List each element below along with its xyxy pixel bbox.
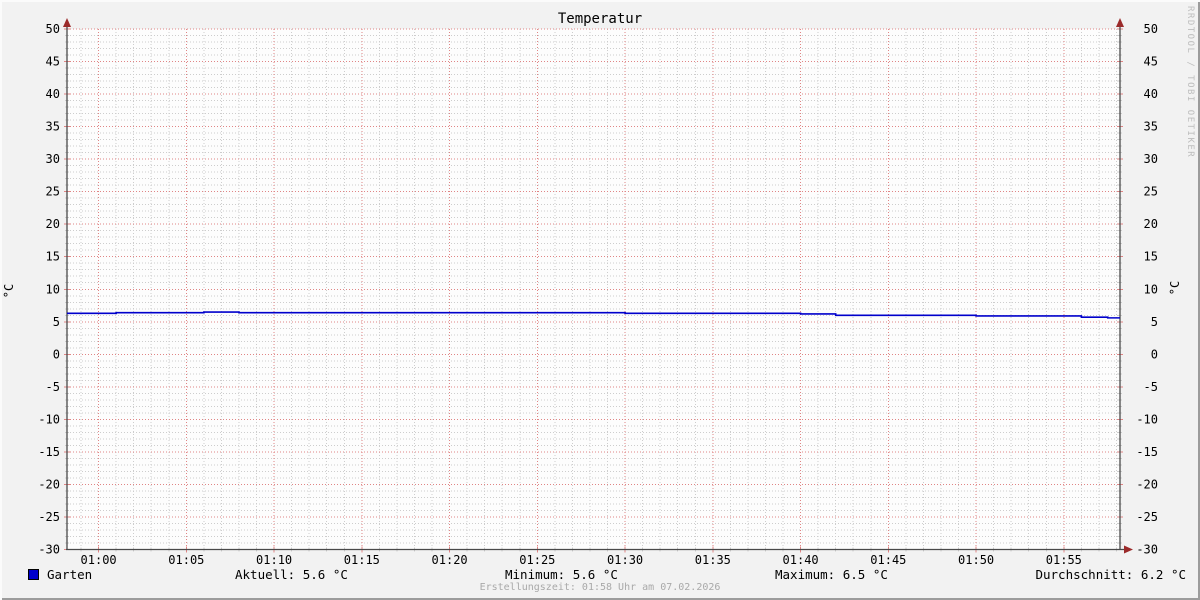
svg-text:20: 20 [1144,217,1158,231]
svg-text:01:25: 01:25 [519,553,555,567]
legend-swatch-garten [28,569,39,580]
svg-text:-5: -5 [1144,380,1158,394]
svg-text:0: 0 [53,347,60,361]
svg-text:25: 25 [46,185,60,199]
svg-text:5: 5 [1151,315,1158,329]
svg-text:20: 20 [46,217,60,231]
stat-durchschnitt: Durchschnitt: 6.2 °C [1035,567,1186,582]
stat-aktuell: Aktuell: 5.6 °C [235,567,348,582]
stat-maximum: Maximum: 6.5 °C [775,567,888,582]
svg-text:01:50: 01:50 [958,553,994,567]
svg-text:10: 10 [1144,282,1158,296]
svg-text:01:10: 01:10 [256,553,292,567]
svg-text:01:40: 01:40 [783,553,819,567]
svg-text:-25: -25 [38,510,60,524]
svg-text:01:30: 01:30 [607,553,643,567]
svg-text:15: 15 [1144,250,1158,264]
svg-text:-15: -15 [38,445,60,459]
svg-text:30: 30 [46,152,60,166]
svg-text:50: 50 [1144,22,1158,36]
svg-text:01:15: 01:15 [344,553,380,567]
svg-text:-30: -30 [38,543,60,557]
creation-timestamp: Erstellungszeit: 01:58 Uhr am 07.02.2026 [479,582,721,593]
svg-text:01:00: 01:00 [81,553,117,567]
svg-text:-20: -20 [38,477,60,491]
svg-text:01:20: 01:20 [432,553,468,567]
rrdtool-watermark: RRDTOOL / TOBI OETIKER [1185,6,1195,159]
svg-text:-10: -10 [1136,412,1158,426]
stat-minimum: Minimum: 5.6 °C [505,567,618,582]
svg-text:45: 45 [46,55,60,69]
chart-title: Temperatur [557,11,643,27]
legend-label-garten: Garten [47,567,93,582]
svg-text:-10: -10 [38,412,60,426]
svg-text:-25: -25 [1136,510,1158,524]
svg-text:01:35: 01:35 [695,553,731,567]
svg-text:-5: -5 [46,380,60,394]
svg-text:-15: -15 [1136,445,1158,459]
svg-text:01:45: 01:45 [870,553,906,567]
svg-text:35: 35 [46,120,60,134]
svg-text:5: 5 [53,315,60,329]
svg-text:0: 0 [1151,347,1158,361]
svg-text:-20: -20 [1136,477,1158,491]
svg-text:01:05: 01:05 [168,553,204,567]
svg-text:15: 15 [46,250,60,264]
svg-text:25: 25 [1144,185,1158,199]
svg-text:40: 40 [46,87,60,101]
svg-text:50: 50 [46,22,60,36]
svg-text:40: 40 [1144,87,1158,101]
svg-text:01:55: 01:55 [1046,553,1082,567]
svg-text:10: 10 [46,282,60,296]
svg-text:45: 45 [1144,55,1158,69]
svg-text:35: 35 [1144,120,1158,134]
svg-text:30: 30 [1144,152,1158,166]
svg-text:-30: -30 [1136,543,1158,557]
